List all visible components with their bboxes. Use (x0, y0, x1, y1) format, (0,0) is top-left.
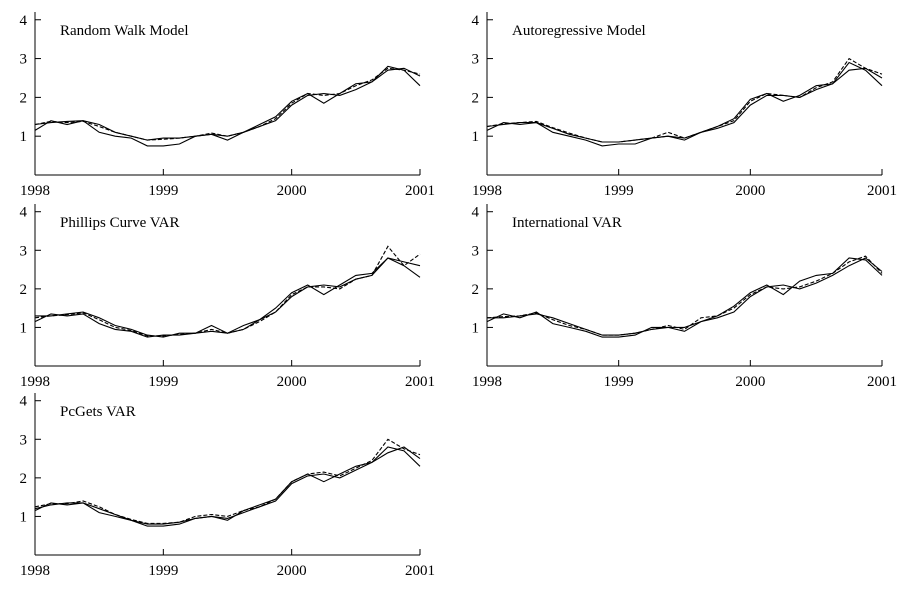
y-tick-label: 3 (20, 432, 28, 448)
panel-title: Phillips Curve VAR (60, 215, 179, 231)
series-line (487, 257, 883, 336)
x-tick-label: 2000 (277, 183, 307, 199)
series-line (486, 255, 883, 336)
y-tick-label: 3 (20, 243, 28, 259)
x-tick-label: 1999 (148, 183, 178, 199)
series-line (34, 446, 421, 525)
y-tick-label: 2 (20, 471, 28, 487)
series-line (34, 65, 421, 147)
series-line (34, 438, 421, 524)
panel-title: Random Walk Model (60, 23, 189, 39)
series-line (34, 446, 421, 527)
x-tick-label: 2001 (405, 374, 435, 390)
x-tick-label: 2000 (277, 563, 307, 579)
y-tick-label: 3 (20, 52, 28, 68)
y-tick-label: 2 (20, 90, 28, 106)
x-tick-label: 1998 (20, 183, 50, 199)
x-tick-label: 1998 (472, 183, 502, 199)
series-line (34, 67, 421, 141)
series-line (486, 67, 883, 143)
y-tick-label: 4 (472, 205, 480, 221)
series-line (34, 257, 421, 338)
y-tick-label: 3 (472, 52, 480, 68)
y-tick-label: 1 (20, 320, 28, 336)
x-tick-label: 1999 (148, 563, 178, 579)
x-tick-label: 2000 (277, 374, 307, 390)
y-tick-label: 4 (20, 13, 28, 29)
x-tick-label: 2001 (405, 563, 435, 579)
x-tick-label: 1998 (20, 563, 50, 579)
series-line (34, 245, 421, 337)
y-tick-label: 2 (472, 90, 480, 106)
series-line (486, 57, 883, 143)
y-tick-label: 4 (20, 394, 28, 410)
x-tick-label: 1999 (604, 374, 634, 390)
series-line (486, 257, 883, 338)
y-tick-label: 3 (472, 243, 480, 259)
y-tick-label: 1 (20, 509, 28, 525)
y-tick-label: 4 (472, 13, 480, 29)
y-tick-label: 2 (472, 282, 480, 298)
series-line (35, 257, 421, 338)
x-tick-label: 2001 (405, 183, 435, 199)
y-tick-label: 1 (472, 320, 480, 336)
y-tick-label: 2 (20, 282, 28, 298)
y-tick-label: 4 (20, 205, 28, 221)
panel-title: International VAR (512, 215, 622, 231)
x-tick-label: 2000 (735, 183, 765, 199)
series-line (486, 61, 883, 147)
series-line (34, 67, 421, 141)
panel-title: Autoregressive Model (512, 23, 646, 39)
x-tick-label: 1998 (472, 374, 502, 390)
panel-title: PcGets VAR (60, 404, 136, 420)
y-tick-label: 1 (472, 129, 480, 145)
x-tick-label: 1999 (604, 183, 634, 199)
y-tick-label: 1 (20, 129, 28, 145)
x-tick-label: 2001 (867, 374, 897, 390)
x-tick-label: 2000 (735, 374, 765, 390)
x-tick-label: 2001 (867, 183, 897, 199)
x-tick-label: 1998 (20, 374, 50, 390)
x-tick-label: 1999 (148, 374, 178, 390)
